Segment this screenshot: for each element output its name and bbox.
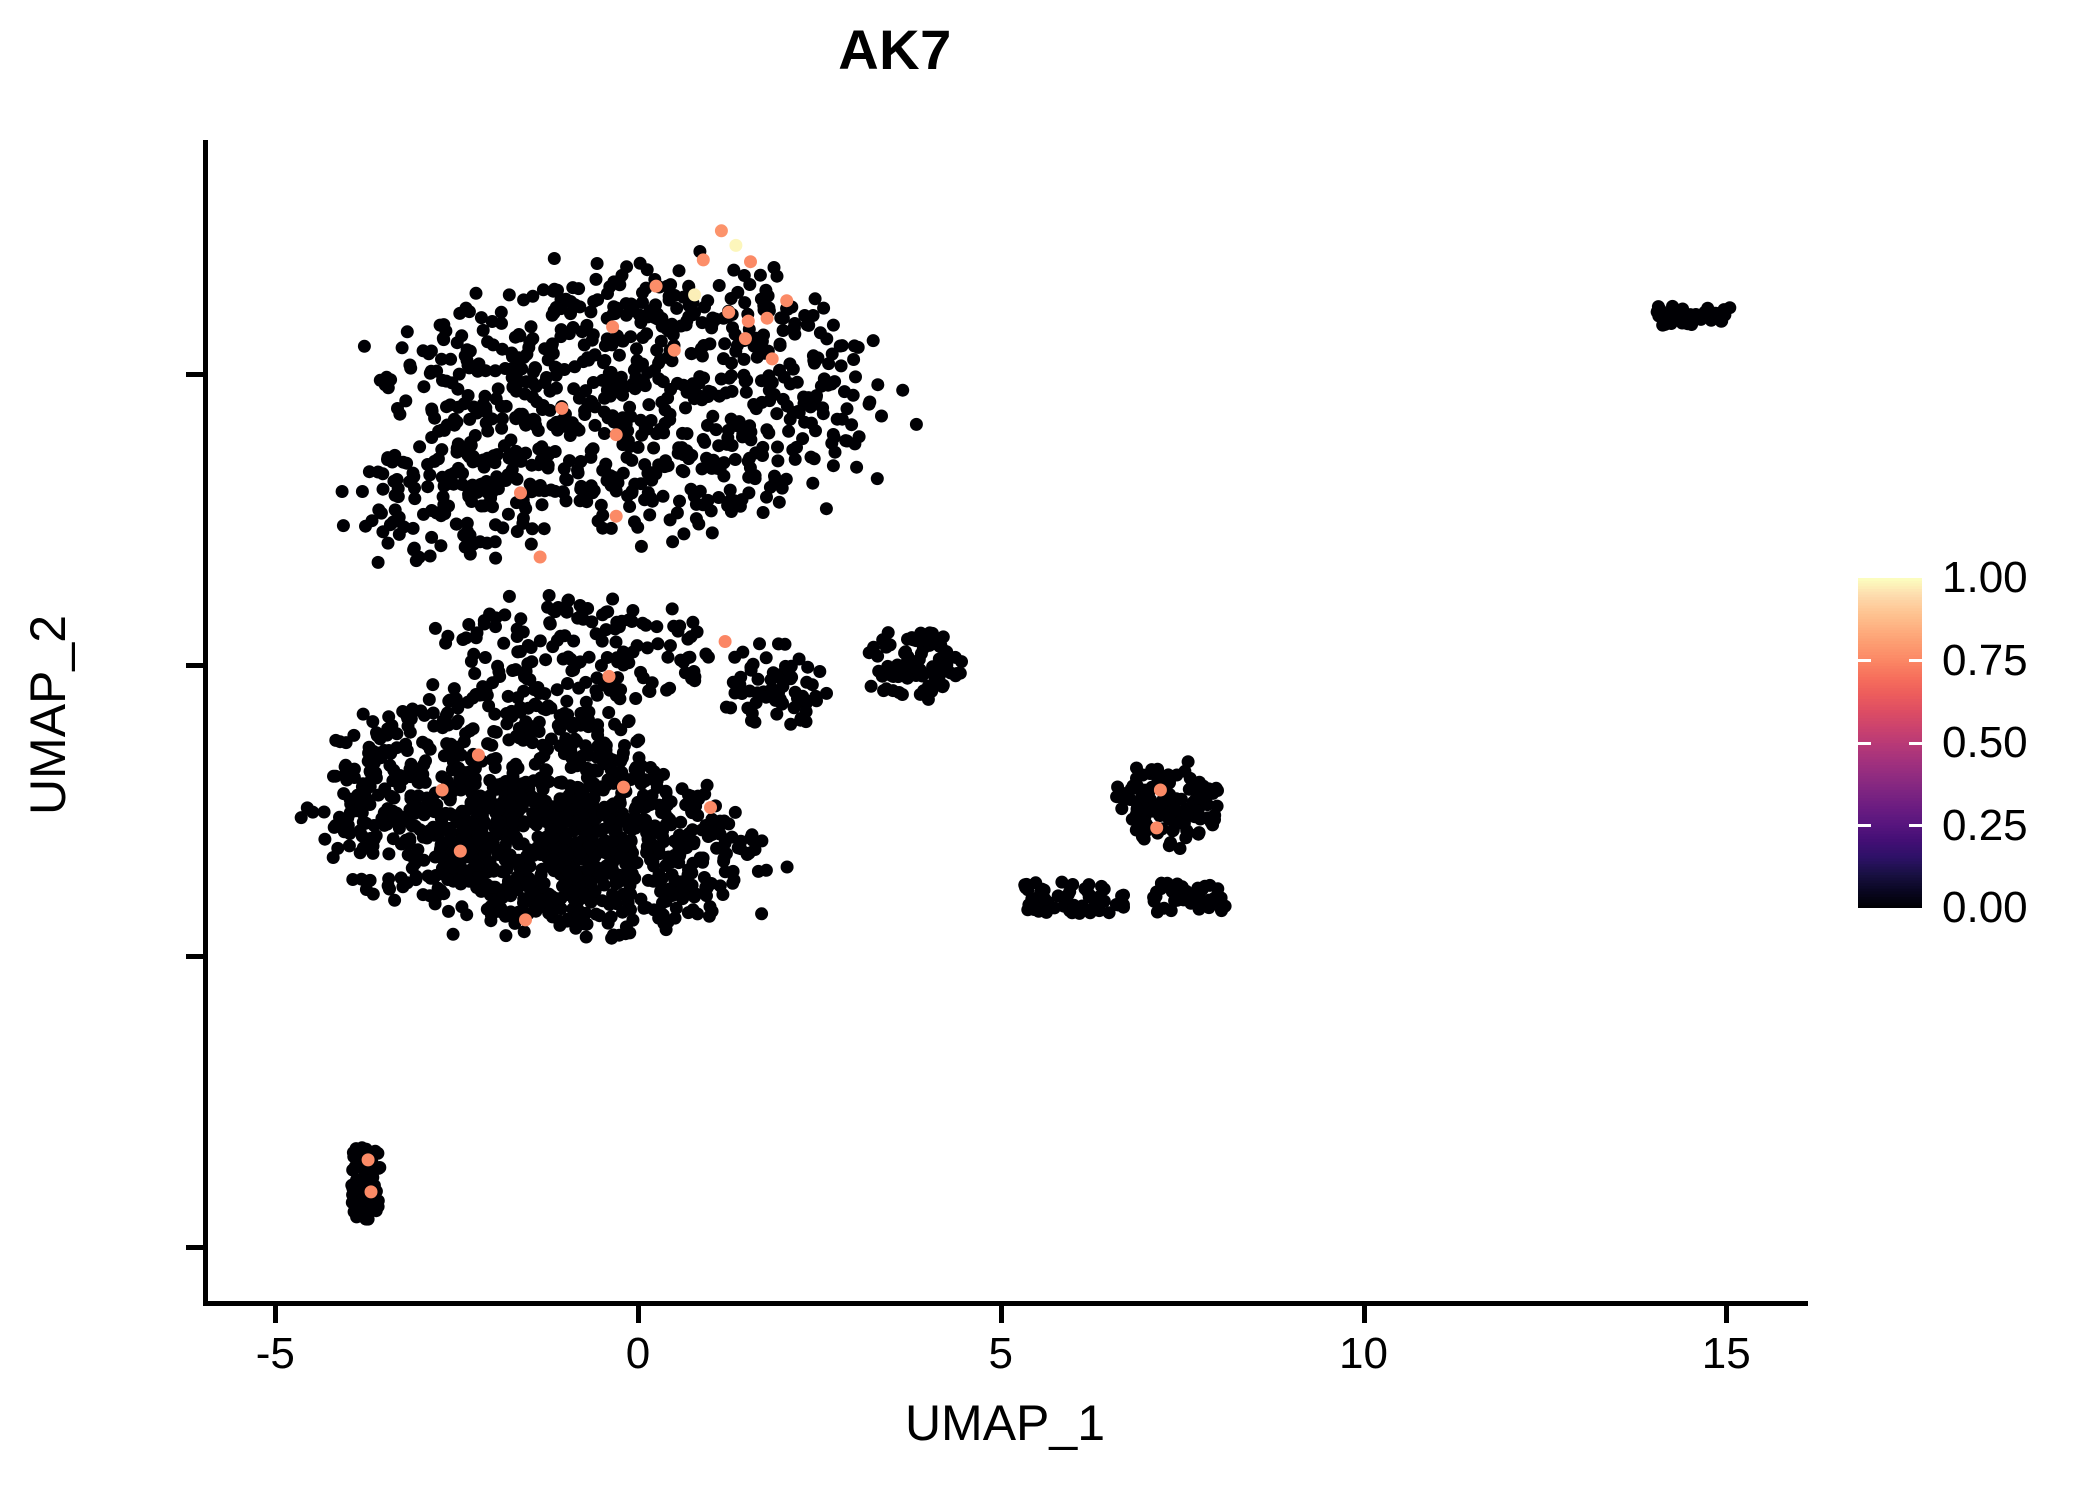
- x-tick-mark: [273, 1306, 279, 1323]
- x-axis-title: UMAP_1: [904, 1395, 1106, 1451]
- colorbar-tick: [1858, 824, 1871, 827]
- colorbar-gradient: [1858, 578, 1922, 908]
- colorbar-gradient-container: [1858, 578, 1922, 908]
- colorbar-label: 1.00: [1942, 553, 2028, 602]
- y-tick-mark: [186, 954, 203, 959]
- x-tick-mark: [998, 1306, 1004, 1323]
- x-tick-label: 10: [1339, 1329, 1388, 1378]
- scatter-points: [294, 224, 1737, 1226]
- colorbar-label: 0.75: [1942, 635, 2028, 685]
- x-tick-label: -5: [255, 1329, 295, 1378]
- x-tick-label: 0: [625, 1329, 651, 1378]
- x-tick-label: 15: [1701, 1329, 1751, 1378]
- y-tick-mark: [186, 371, 203, 377]
- x-tick-mark: [1361, 1306, 1367, 1323]
- x-tick-label: 5: [988, 1329, 1013, 1378]
- colorbar-tick: [1909, 824, 1922, 827]
- colorbar-tick: [1909, 741, 1922, 745]
- legend-colorbar: 1.00 0.75 0.50 0.25 0.00: [1858, 556, 2078, 930]
- y-axis-line: [203, 140, 208, 1306]
- x-tick-mark: [1724, 1306, 1730, 1323]
- page-title: AK7: [838, 18, 952, 81]
- colorbar-tick: [1858, 741, 1871, 745]
- scatter-plot-panel: [205, 140, 1805, 1303]
- colorbar-label: 0.50: [1942, 718, 2028, 767]
- x-axis-line: [203, 1301, 1808, 1306]
- colorbar-tick: [1909, 659, 1922, 662]
- x-tick-mark: [636, 1306, 641, 1323]
- colorbar-tick: [1858, 659, 1871, 662]
- colorbar-label: 0.00: [1942, 883, 2028, 932]
- y-tick-mark: [186, 1245, 203, 1251]
- y-axis-title: UMAP_2: [20, 614, 76, 816]
- colorbar-label: 0.25: [1942, 800, 2028, 850]
- y-tick-mark: [186, 662, 203, 668]
